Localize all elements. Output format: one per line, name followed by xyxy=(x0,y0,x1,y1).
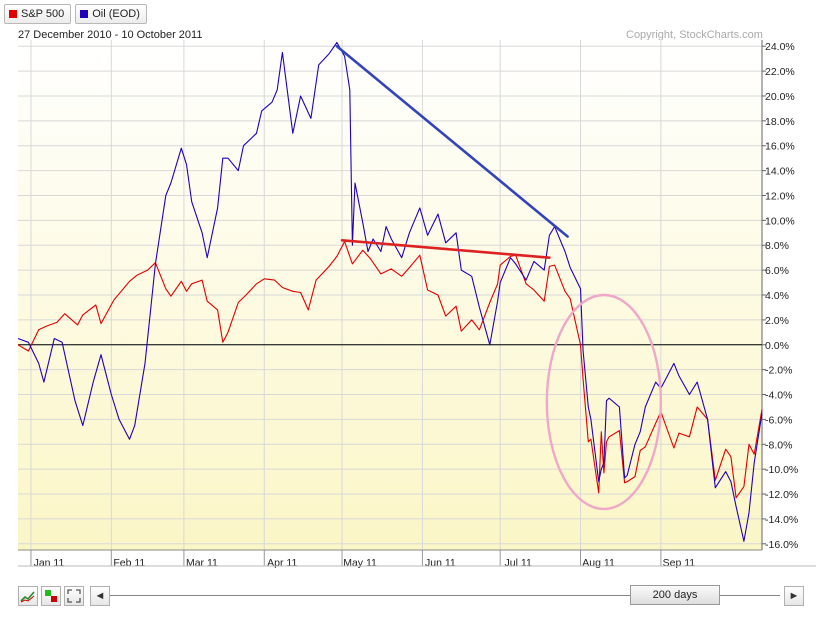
trendline-annotation xyxy=(335,44,569,238)
y-tick-label: -2.0% xyxy=(765,365,792,377)
x-tick-label: Feb 11 xyxy=(113,557,145,569)
color-toggle-icon[interactable] xyxy=(41,586,61,606)
y-tick-label: -4.0% xyxy=(765,390,792,402)
zoom-range-handle[interactable]: 200 days xyxy=(630,585,720,605)
trendline-annotation xyxy=(340,238,551,259)
y-tick-label: 16.0% xyxy=(765,141,795,153)
x-tick-label: Jun 11 xyxy=(425,557,456,569)
scroll-left-button[interactable]: ◄ xyxy=(90,586,110,606)
y-tick-label: 14.0% xyxy=(765,166,795,178)
y-tick-label: 4.0% xyxy=(765,290,789,302)
copyright-label: Copyright, StockCharts.com xyxy=(626,29,763,41)
fullscreen-icon[interactable] xyxy=(64,586,84,606)
y-tick-label: 2.0% xyxy=(765,315,789,327)
oil-swatch-icon xyxy=(80,10,89,18)
x-tick-label: Aug 11 xyxy=(582,557,615,569)
legend-label-sp500: S&P 500 xyxy=(21,8,65,20)
y-tick-label: 12.0% xyxy=(765,190,795,202)
scroll-right-button[interactable]: ► xyxy=(784,586,804,606)
y-tick-label: -14.0% xyxy=(765,514,798,526)
legend-item-oil[interactable]: Oil (EOD) xyxy=(75,4,147,24)
x-tick-label: May 11 xyxy=(343,557,377,569)
x-tick-label: Jan 11 xyxy=(34,557,65,569)
y-tick-label: 22.0% xyxy=(765,66,795,78)
y-tick-label: -10.0% xyxy=(765,464,798,476)
chart-controls: ◄ 200 days ► xyxy=(0,578,816,618)
x-tick-label: Mar 11 xyxy=(186,557,218,569)
legend-item-sp500[interactable]: S&P 500 xyxy=(4,4,72,24)
y-tick-label: 24.0% xyxy=(765,41,795,53)
line-chart-icon[interactable] xyxy=(18,586,38,606)
y-tick-label: -6.0% xyxy=(765,414,792,426)
x-tick-label: Sep 11 xyxy=(663,557,696,569)
y-tick-label: -16.0% xyxy=(765,539,798,551)
series-line-sp500 xyxy=(17,240,763,499)
x-tick-label: Jul 11 xyxy=(505,557,532,569)
y-tick-label: 8.0% xyxy=(765,240,789,252)
y-tick-label: -12.0% xyxy=(765,489,798,501)
price-chart: 24.0% 22.0% 20.0% 18.0% 16.0% 14.0% 12.0% 10.0%… xyxy=(17,40,816,569)
sp500-swatch-icon xyxy=(9,10,17,18)
y-tick-label: 6.0% xyxy=(765,265,789,277)
date-range-label: 27 December 2010 - 10 October 2011 xyxy=(18,29,203,41)
y-tick-label: -8.0% xyxy=(765,439,792,451)
scroll-track[interactable] xyxy=(110,595,780,596)
legend-label-oil: Oil (EOD) xyxy=(92,8,140,20)
x-tick-label: Apr 11 xyxy=(267,557,297,569)
legend: S&P 500 Oil (EOD) xyxy=(4,4,147,24)
y-tick-label: 0.0% xyxy=(765,340,789,352)
highlight-ellipse xyxy=(545,293,663,511)
y-tick-label: 18.0% xyxy=(765,116,795,128)
zoom-label: 200 days xyxy=(652,589,698,601)
y-tick-label: 20.0% xyxy=(765,91,795,103)
y-tick-label: 10.0% xyxy=(765,215,795,227)
